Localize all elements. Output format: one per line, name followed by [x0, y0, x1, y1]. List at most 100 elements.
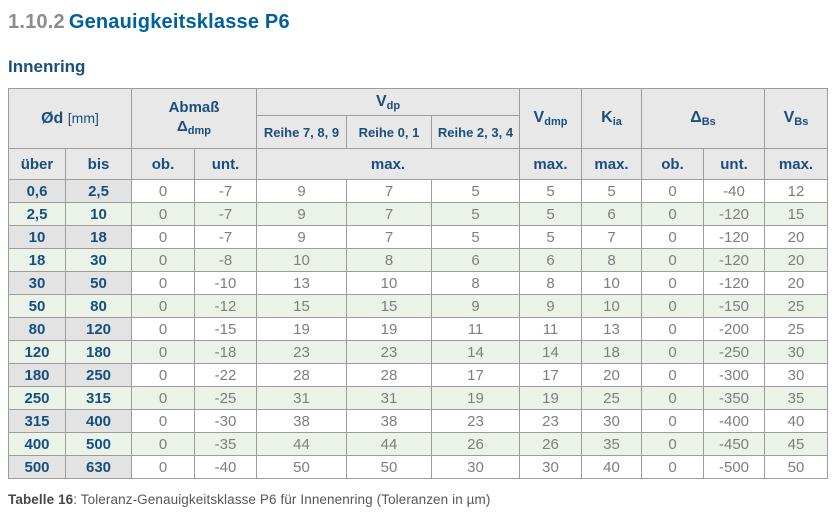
table-body: 0,6 2,5 0 -7 9 7 5 5 5 0 -40 12 2,5 10 0 -7 9 7 5 5 6 0 -120 15… [8, 179, 828, 479]
value-cell: 20 [764, 271, 828, 295]
kia-sub: ia [612, 116, 622, 128]
value-cell: -250 [703, 340, 765, 364]
value-cell: -40 [194, 455, 257, 479]
section-number: 1.10.2 [8, 11, 65, 33]
value-cell: 20 [581, 363, 642, 387]
abmass-symbol: Δdmp [133, 117, 256, 139]
table-row: 180 250 0 -22 28 28 17 17 20 0 -300 30 [8, 363, 828, 387]
table-row: 30 50 0 -10 13 10 8 8 10 0 -120 20 [8, 271, 828, 295]
value-cell: -40 [703, 179, 765, 203]
value-cell: 11 [519, 317, 582, 341]
value-cell: 0 [641, 340, 704, 364]
col-header-vbs: VBs [764, 88, 828, 149]
value-cell: 0 [641, 248, 704, 272]
value-cell: 28 [256, 363, 347, 387]
value-cell: 44 [346, 432, 432, 456]
value-cell: 26 [519, 432, 582, 456]
range-cell: 2,5 [65, 179, 132, 203]
value-cell: 0 [641, 386, 704, 410]
value-cell: 0 [641, 432, 704, 456]
value-cell: -7 [194, 225, 257, 249]
value-cell: -10 [194, 271, 257, 295]
value-cell: -350 [703, 386, 765, 410]
subheader-max-vbs: max. [764, 148, 828, 180]
value-cell: 23 [346, 340, 432, 364]
range-cell: 250 [8, 386, 66, 410]
value-cell: 0 [131, 294, 195, 318]
vbs-symbol: V [783, 109, 795, 126]
value-cell: 19 [346, 317, 432, 341]
section-title-text: Genauigkeitsklasse P6 [68, 11, 290, 33]
value-cell: 9 [519, 294, 582, 318]
value-cell: 10 [256, 248, 347, 272]
kia-symbol: K [601, 109, 613, 126]
diameter-symbol: Ød [41, 109, 64, 127]
value-cell: 17 [519, 363, 582, 387]
value-cell: 6 [519, 248, 582, 272]
table-row: 50 80 0 -12 15 15 9 9 10 0 -150 25 [8, 294, 828, 318]
value-cell: 13 [581, 317, 642, 341]
vdp-sub: dp [386, 99, 401, 112]
range-cell: 400 [8, 432, 66, 456]
value-cell: 0 [131, 317, 195, 341]
table-row: 80 120 0 -15 19 19 11 11 13 0 -200 25 [8, 317, 828, 341]
value-cell: 15 [346, 294, 432, 318]
value-cell: 25 [581, 386, 642, 410]
value-cell: -18 [194, 340, 257, 364]
value-cell: 40 [581, 455, 642, 479]
value-cell: 0 [131, 363, 195, 387]
header-row-reihe: Reihe 7, 8, 9 Reihe 0, 1 Reihe 2, 3, 4 [9, 115, 828, 149]
value-cell: 14 [431, 340, 520, 364]
value-cell: -25 [194, 386, 257, 410]
caption-label: Tabelle 16 [8, 492, 74, 507]
value-cell: 38 [256, 409, 347, 433]
value-cell: -30 [194, 409, 257, 433]
subheader-max-kia: max. [581, 148, 642, 180]
value-cell: 7 [346, 179, 432, 203]
value-cell: 20 [764, 225, 828, 249]
range-cell: 0,6 [8, 179, 66, 203]
table-row: 2,5 10 0 -7 9 7 5 5 6 0 -120 15 [8, 202, 828, 226]
value-cell: 40 [764, 409, 828, 433]
value-cell: 5 [581, 179, 642, 203]
delta-symbol: Δ [176, 117, 188, 135]
value-cell: -150 [703, 294, 765, 318]
table-row: 18 30 0 -8 10 8 6 6 8 0 -120 20 [8, 248, 828, 272]
value-cell: 10 [581, 294, 642, 318]
value-cell: 30 [764, 363, 828, 387]
range-cell: 315 [8, 409, 66, 433]
value-cell: 5 [431, 225, 520, 249]
value-cell: 10 [346, 271, 432, 295]
value-cell: 9 [256, 202, 347, 226]
range-cell: 18 [8, 248, 66, 272]
vdmp-symbol: V [533, 109, 545, 126]
value-cell: 28 [346, 363, 432, 387]
col-header-delta-bs: ΔBs [641, 88, 765, 149]
table-row: 250 315 0 -25 31 31 19 19 25 0 -350 35 [8, 386, 828, 410]
value-cell: 5 [519, 225, 582, 249]
value-cell: 7 [346, 225, 432, 249]
delta-bs-sub: Bs [701, 116, 716, 128]
subheader-ob-bs: ob. [641, 148, 704, 180]
value-cell: -120 [703, 248, 765, 272]
value-cell: 17 [431, 363, 520, 387]
value-cell: 10 [581, 271, 642, 295]
value-cell: 31 [346, 386, 432, 410]
col-header-kia: Kia [581, 88, 642, 149]
section-heading: Innenring [8, 57, 86, 76]
value-cell: 8 [519, 271, 582, 295]
table-header: Ød [mm] Abmaß Δdmp Vdp Vdmp Kia ΔBs VBs … [8, 88, 828, 180]
value-cell: -500 [703, 455, 765, 479]
value-cell: 7 [581, 225, 642, 249]
range-cell: 18 [65, 225, 132, 249]
value-cell: 0 [641, 179, 704, 203]
value-cell: 30 [764, 340, 828, 364]
vdmp-sub: dmp [544, 116, 568, 128]
value-cell: -120 [703, 271, 765, 295]
value-cell: 5 [431, 179, 520, 203]
table-row: 120 180 0 -18 23 23 14 14 18 0 -250 30 [8, 340, 828, 364]
table-row: 10 18 0 -7 9 7 5 5 7 0 -120 20 [8, 225, 828, 249]
value-cell: 0 [641, 202, 704, 226]
value-cell: 0 [641, 317, 704, 341]
value-cell: -7 [194, 179, 257, 203]
